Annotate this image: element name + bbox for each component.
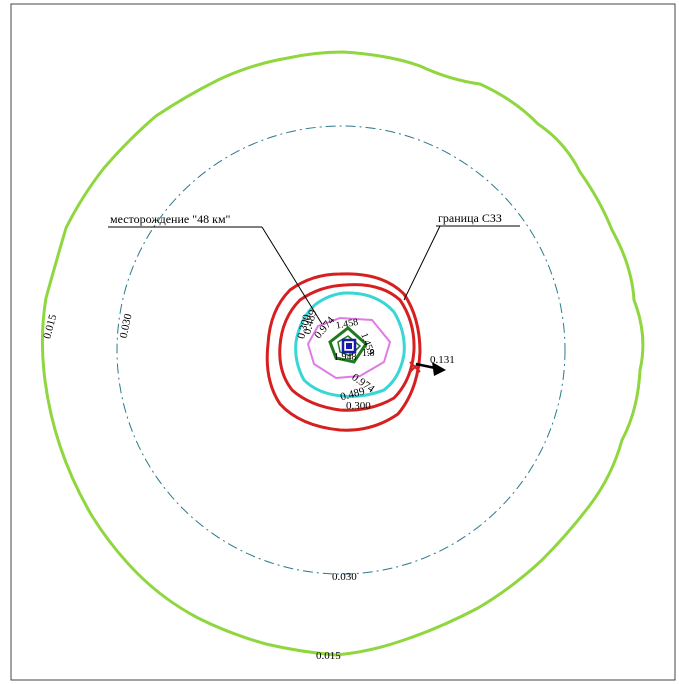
isoline-dashdot (116, 125, 566, 575)
isoline-label-inner-4: 1.8 (362, 348, 375, 359)
isoline-red-outer (265, 272, 422, 432)
szz-boundary-label: граница СЗЗ (438, 211, 502, 225)
isoline-label-dashdot-bottom: 0.030 (332, 571, 357, 583)
szz-leader-line (403, 225, 441, 301)
isoline-label-red-bottom: 0.300 (346, 400, 371, 412)
isoline-label-inner-1: 1.458 (335, 317, 359, 332)
point-value-label: 0.131 (430, 354, 455, 366)
deposit-leader-line (261, 226, 323, 325)
isoline-cyan (294, 291, 406, 398)
isoline-label-outer-bottom: 0.015 (316, 650, 341, 662)
isoline-label-inner-3: 1.948 (334, 352, 357, 363)
isoline-label-dashdot-left: 0.030 (118, 312, 135, 339)
isoline-red-inner (278, 283, 416, 412)
isoline-magenta (306, 316, 392, 380)
isoline-green-small (337, 335, 362, 357)
source-core-icon (346, 343, 352, 349)
isoline-green (328, 326, 368, 364)
deposit-label: месторождение "48 км" (110, 212, 231, 226)
isoline-outer (40, 50, 645, 657)
direction-arrow-icon (415, 362, 446, 376)
